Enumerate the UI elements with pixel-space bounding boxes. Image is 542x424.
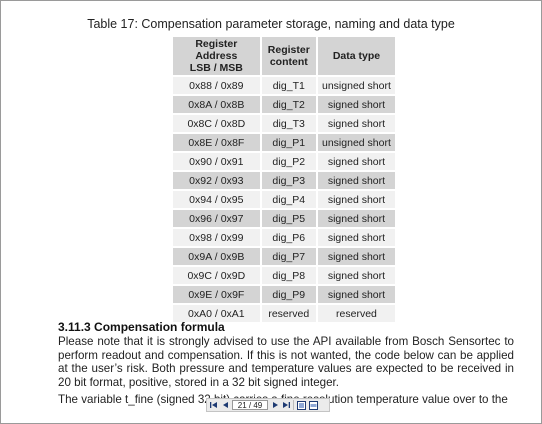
table-caption: Table 17: Compensation parameter storage… bbox=[87, 17, 455, 31]
table-row: 0xA0 / 0xA1 reserved reserved bbox=[173, 304, 398, 324]
cell-data-type: signed short bbox=[316, 95, 398, 115]
cell-data-type: signed short bbox=[316, 266, 398, 286]
section-heading: 3.11.3 Compensation formula bbox=[58, 320, 225, 334]
compensation-parameter-table: Register Address LSB / MSB Register cont… bbox=[173, 37, 398, 324]
last-page-icon[interactable] bbox=[282, 400, 290, 410]
previous-page-icon[interactable] bbox=[221, 400, 229, 410]
cell-content: reserved bbox=[260, 304, 318, 324]
fit-width-icon[interactable] bbox=[309, 400, 318, 410]
cell-address: 0x90 / 0x91 bbox=[173, 152, 262, 172]
cell-content: dig_T1 bbox=[260, 76, 318, 96]
cell-content: dig_P3 bbox=[260, 171, 318, 191]
cell-address: 0x96 / 0x97 bbox=[173, 209, 262, 229]
cell-address: 0x9E / 0x9F bbox=[173, 285, 262, 305]
cell-content: dig_P7 bbox=[260, 247, 318, 267]
cell-data-type: signed short bbox=[316, 228, 398, 248]
cell-content: dig_P4 bbox=[260, 190, 318, 210]
table-row: 0x94 / 0x95 dig_P4 signed short bbox=[173, 190, 398, 210]
table-row: 0x98 / 0x99 dig_P6 signed short bbox=[173, 228, 398, 248]
cell-data-type: reserved bbox=[316, 304, 398, 324]
header-register-content: Register content bbox=[260, 37, 318, 77]
table-row: 0x88 / 0x89 dig_T1 unsigned short bbox=[173, 76, 398, 96]
cell-data-type: signed short bbox=[316, 209, 398, 229]
cell-address: 0x9A / 0x9B bbox=[173, 247, 262, 267]
cell-content: dig_P9 bbox=[260, 285, 318, 305]
cell-data-type: signed short bbox=[316, 285, 398, 305]
first-page-icon[interactable] bbox=[210, 400, 218, 410]
table-row: 0x90 / 0x91 dig_P2 signed short bbox=[173, 152, 398, 172]
cell-address: 0x92 / 0x93 bbox=[173, 171, 262, 191]
cell-content: dig_T3 bbox=[260, 114, 318, 134]
page-number-input[interactable]: 21 / 49 bbox=[232, 400, 268, 410]
cell-address: 0x8C / 0x8D bbox=[173, 114, 262, 134]
header-register-address: Register Address LSB / MSB bbox=[173, 37, 262, 77]
cell-content: dig_T2 bbox=[260, 95, 318, 115]
cell-data-type: unsigned short bbox=[316, 133, 398, 153]
header-data-type: Data type bbox=[316, 37, 398, 77]
cell-content: dig_P5 bbox=[260, 209, 318, 229]
table-row: 0x9E / 0x9F dig_P9 signed short bbox=[173, 285, 398, 305]
cell-data-type: signed short bbox=[316, 114, 398, 134]
cell-address: 0x88 / 0x89 bbox=[173, 76, 262, 96]
cell-address: 0x8E / 0x8F bbox=[173, 133, 262, 153]
table-row: 0x9C / 0x9D dig_P8 signed short bbox=[173, 266, 398, 286]
section-paragraph: Please note that it is strongly advised … bbox=[58, 335, 514, 389]
toolbar-separator bbox=[293, 400, 294, 410]
cell-data-type: signed short bbox=[316, 190, 398, 210]
table-row: 0x8A / 0x8B dig_T2 signed short bbox=[173, 95, 398, 115]
fit-page-icon[interactable] bbox=[297, 400, 306, 410]
cell-content: dig_P2 bbox=[260, 152, 318, 172]
cell-data-type: signed short bbox=[316, 152, 398, 172]
cell-data-type: unsigned short bbox=[316, 76, 398, 96]
cell-data-type: signed short bbox=[316, 171, 398, 191]
cell-content: dig_P8 bbox=[260, 266, 318, 286]
next-page-icon[interactable] bbox=[271, 400, 279, 410]
cell-address: 0x98 / 0x99 bbox=[173, 228, 262, 248]
table-row: 0x92 / 0x93 dig_P3 signed short bbox=[173, 171, 398, 191]
cell-content: dig_P6 bbox=[260, 228, 318, 248]
cell-content: dig_P1 bbox=[260, 133, 318, 153]
table-row: 0x96 / 0x97 dig_P5 signed short bbox=[173, 209, 398, 229]
table-row: 0x9A / 0x9B dig_P7 signed short bbox=[173, 247, 398, 267]
cell-address: 0x94 / 0x95 bbox=[173, 190, 262, 210]
table-row: 0x8E / 0x8F dig_P1 unsigned short bbox=[173, 133, 398, 153]
table-row: 0x8C / 0x8D dig_T3 signed short bbox=[173, 114, 398, 134]
cell-address: 0xA0 / 0xA1 bbox=[173, 304, 262, 324]
page-navigation-toolbar: 21 / 49 bbox=[206, 398, 330, 412]
cell-address: 0x8A / 0x8B bbox=[173, 95, 262, 115]
cell-address: 0x9C / 0x9D bbox=[173, 266, 262, 286]
table-header-row: Register Address LSB / MSB Register cont… bbox=[173, 37, 398, 77]
cell-data-type: signed short bbox=[316, 247, 398, 267]
